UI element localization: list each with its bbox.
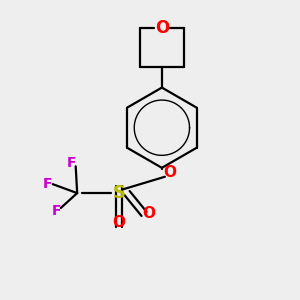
Text: O: O [164,165,177,180]
Text: O: O [155,19,169,37]
Text: O: O [112,215,125,230]
Text: S: S [112,184,125,202]
Text: O: O [142,206,155,221]
Text: F: F [67,156,76,170]
Text: F: F [52,204,61,218]
Text: F: F [43,177,52,191]
